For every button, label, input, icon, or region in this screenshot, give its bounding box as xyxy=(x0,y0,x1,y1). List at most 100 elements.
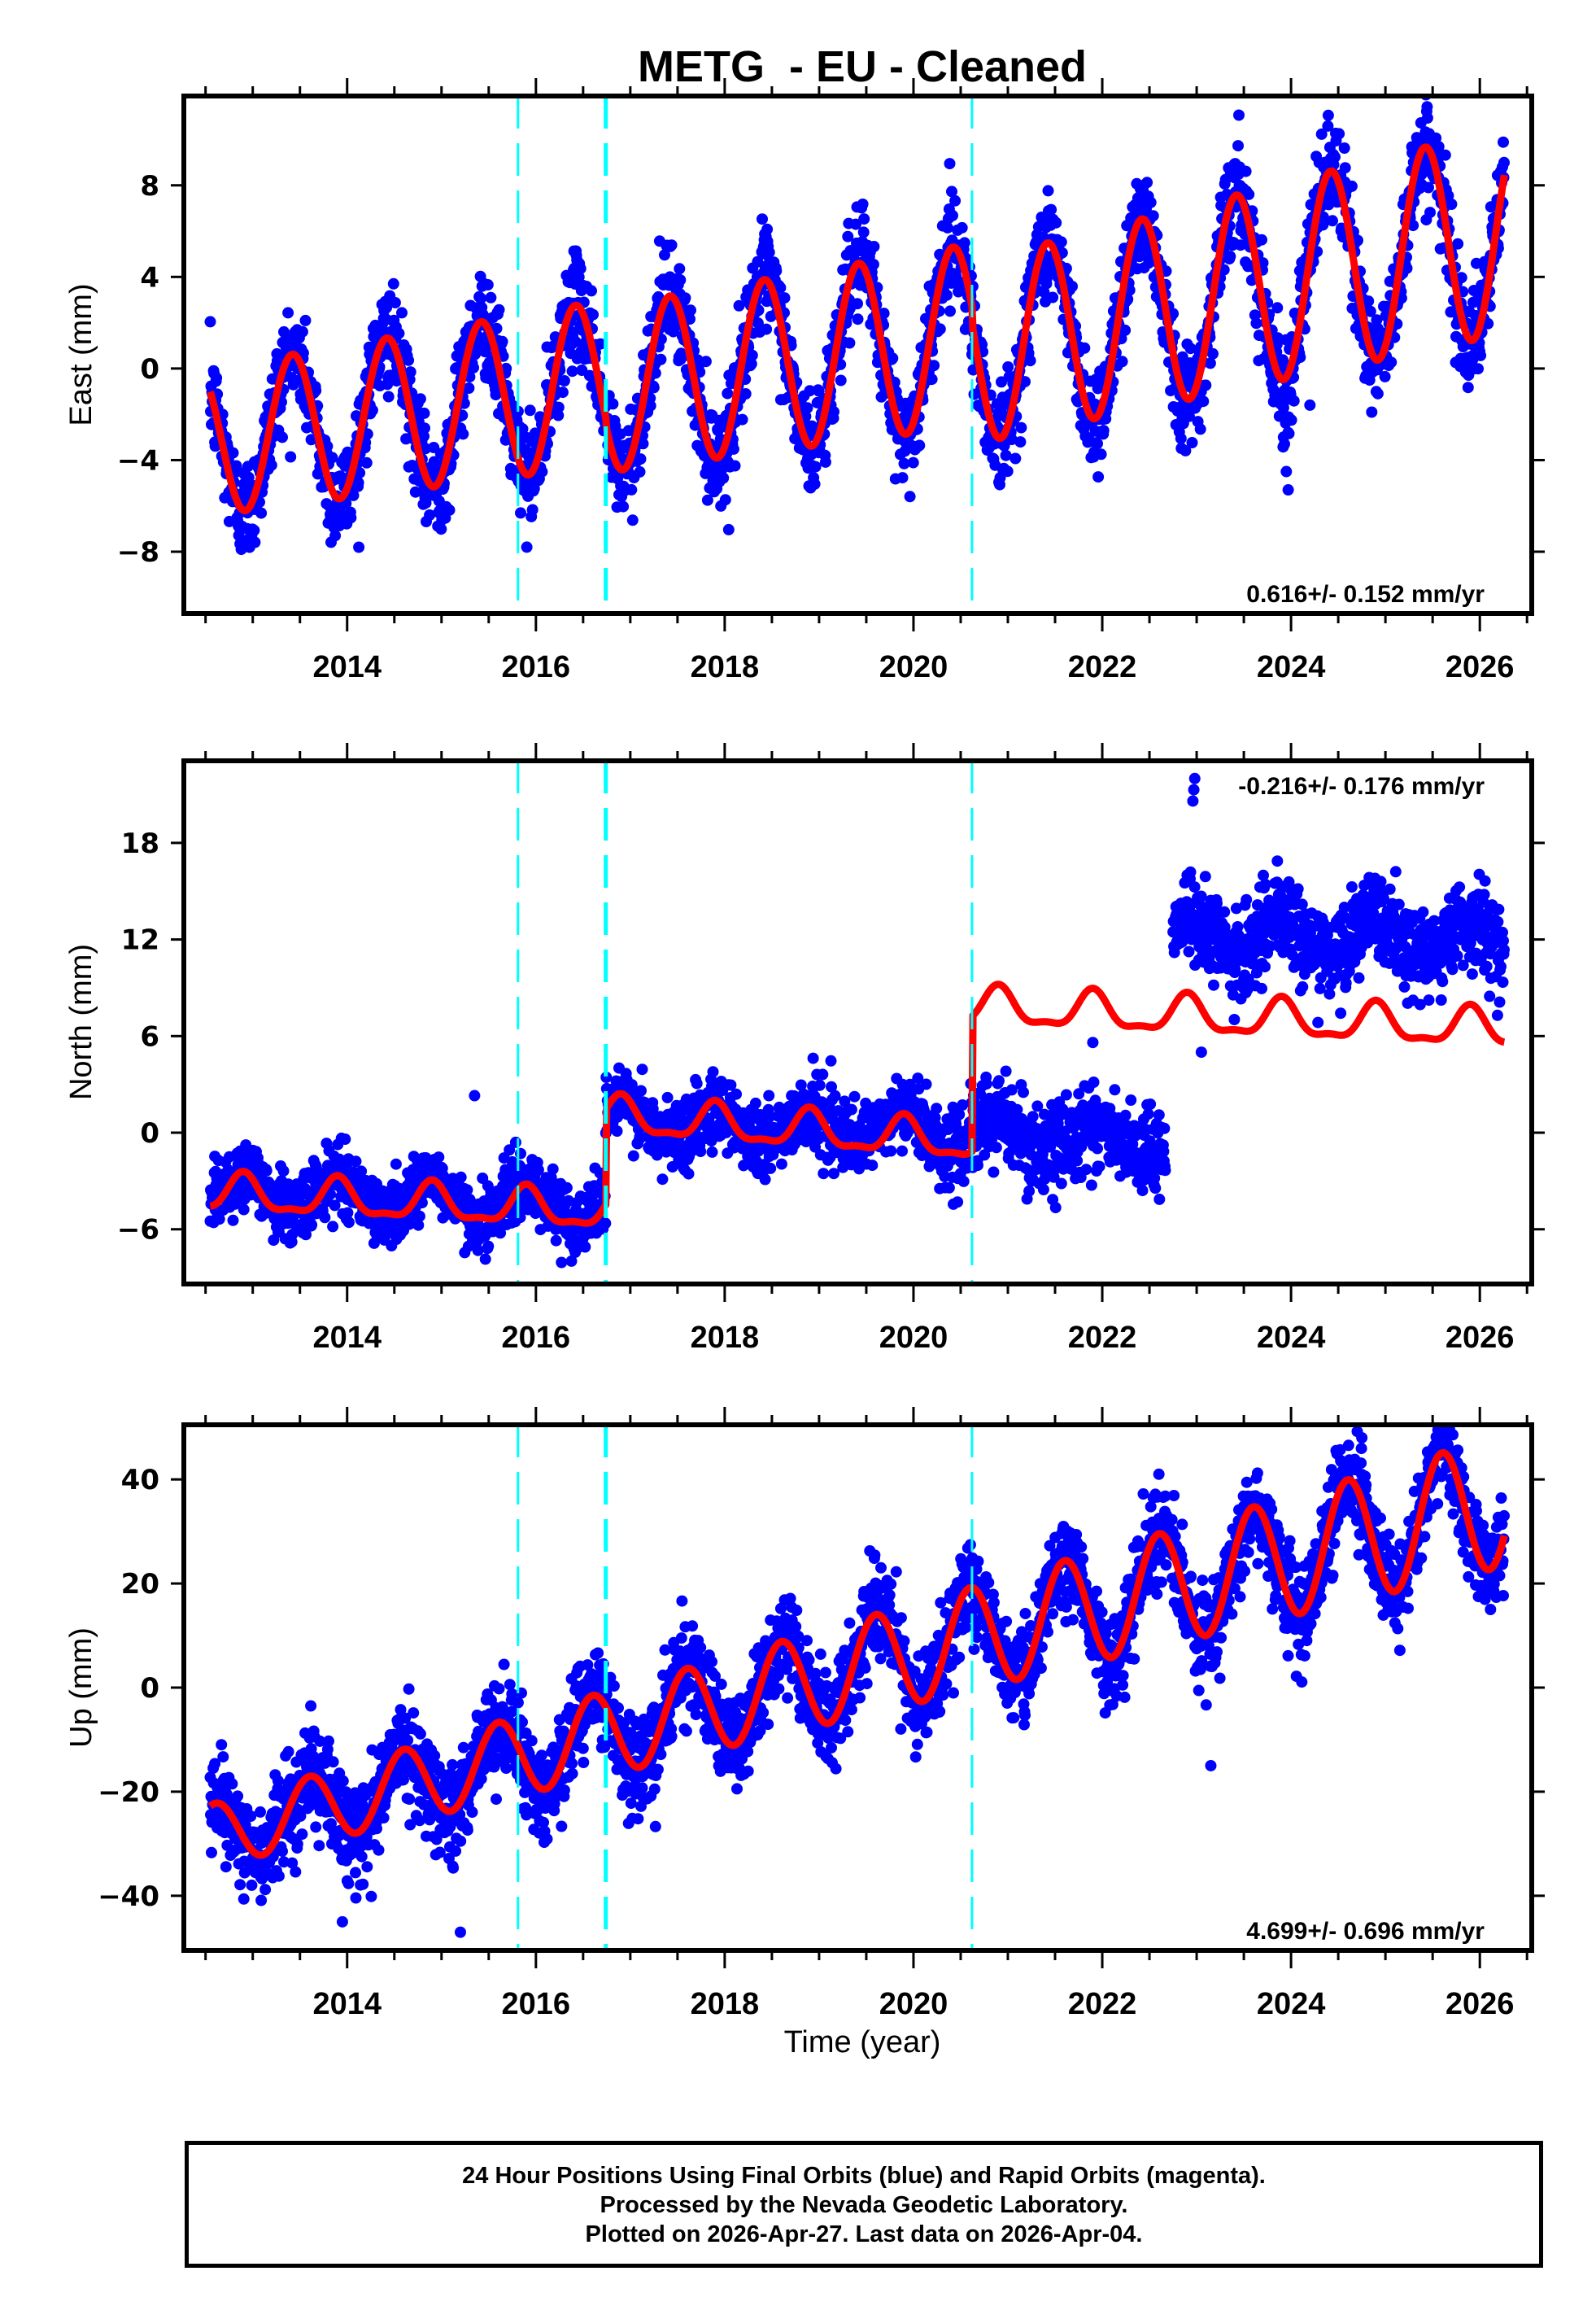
data-point xyxy=(352,477,364,489)
data-point xyxy=(248,524,260,536)
data-point xyxy=(1015,421,1027,434)
data-point xyxy=(904,491,916,503)
data-point xyxy=(339,1133,351,1145)
data-point xyxy=(574,263,587,275)
data-point xyxy=(825,1055,837,1067)
data-point xyxy=(1141,177,1153,189)
data-point xyxy=(759,1173,771,1186)
data-point xyxy=(277,1165,290,1177)
data-point xyxy=(778,292,791,304)
y-tick-label: 0 xyxy=(140,353,159,386)
data-points-east xyxy=(204,96,1510,556)
data-point xyxy=(1498,156,1510,168)
data-point xyxy=(701,494,713,506)
data-point xyxy=(587,308,599,321)
data-point xyxy=(1455,272,1467,284)
data-point xyxy=(211,372,223,384)
data-point xyxy=(617,500,630,513)
data-point xyxy=(752,317,764,330)
data-point xyxy=(695,1146,707,1158)
data-point xyxy=(857,226,870,238)
data-point xyxy=(1243,188,1255,200)
data-point xyxy=(517,423,529,435)
data-point xyxy=(1439,149,1451,161)
data-point xyxy=(887,352,899,365)
data-point xyxy=(1462,382,1474,394)
data-point xyxy=(656,1173,669,1186)
data-point xyxy=(1001,465,1014,478)
outlier-point xyxy=(1280,465,1293,478)
data-point xyxy=(420,497,432,509)
data-point xyxy=(946,186,957,198)
data-point xyxy=(949,194,962,207)
data-point xyxy=(636,1063,648,1076)
data-point xyxy=(749,1097,761,1109)
data-point xyxy=(1385,356,1398,369)
data-point xyxy=(366,404,378,417)
data-point xyxy=(707,1066,719,1078)
data-point xyxy=(729,460,741,472)
x-tick-label: 2026 xyxy=(1446,650,1515,684)
data-point xyxy=(757,213,768,225)
x-tick-label: 2018 xyxy=(691,650,760,684)
data-point xyxy=(674,263,686,275)
data-point xyxy=(249,536,261,548)
data-point xyxy=(1322,120,1334,132)
data-point xyxy=(1145,196,1157,208)
data-point xyxy=(934,323,946,335)
data-point xyxy=(310,385,322,396)
data-point xyxy=(1002,361,1014,373)
data-point xyxy=(775,1158,787,1170)
data-point xyxy=(682,1168,695,1180)
data-point xyxy=(1430,132,1442,144)
data-point xyxy=(848,1090,861,1103)
data-point xyxy=(482,1240,495,1252)
data-point xyxy=(390,1158,402,1170)
data-point xyxy=(944,158,956,170)
outlier-point xyxy=(1282,484,1294,496)
data-point xyxy=(396,307,408,319)
data-point xyxy=(255,507,268,519)
data-point xyxy=(956,221,968,234)
data-point xyxy=(238,1203,250,1216)
data-point xyxy=(479,1253,491,1265)
data-point xyxy=(1079,342,1091,354)
data-point xyxy=(420,443,431,455)
data-point xyxy=(526,504,539,516)
data-point xyxy=(635,1085,647,1097)
data-point xyxy=(299,314,312,326)
data-point xyxy=(435,523,447,535)
data-point xyxy=(1339,162,1351,174)
data-point xyxy=(515,1147,526,1160)
data-point xyxy=(896,472,909,484)
data-point xyxy=(644,400,656,412)
data-point xyxy=(829,1090,841,1102)
data-point xyxy=(1442,190,1454,202)
data-point xyxy=(736,413,748,426)
data-points-north xyxy=(204,772,1510,1269)
data-point xyxy=(920,1078,932,1090)
data-point xyxy=(566,365,578,378)
data-point xyxy=(1000,449,1012,461)
data-point xyxy=(947,209,958,221)
data-point xyxy=(204,316,216,328)
data-point xyxy=(463,382,475,394)
data-point xyxy=(685,304,696,317)
data-point xyxy=(475,292,487,304)
data-point xyxy=(229,1198,241,1210)
data-point xyxy=(579,1241,591,1253)
data-point xyxy=(819,456,831,468)
y-axis-label-east: East (mm) xyxy=(64,283,98,426)
data-point xyxy=(381,301,393,313)
data-point xyxy=(1401,262,1413,274)
data-point xyxy=(655,353,667,365)
data-point xyxy=(319,1212,331,1224)
data-point xyxy=(1327,215,1338,227)
data-point xyxy=(850,218,861,230)
data-point xyxy=(807,1052,819,1064)
data-point xyxy=(1329,151,1341,163)
data-point xyxy=(1423,181,1434,194)
data-point xyxy=(278,325,290,338)
